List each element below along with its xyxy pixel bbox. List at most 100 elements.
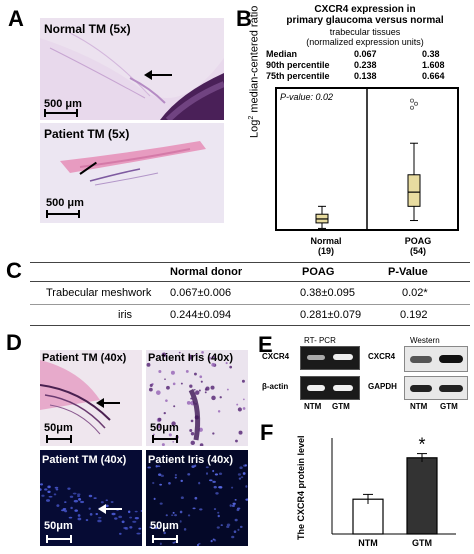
nucleus: [159, 542, 162, 546]
bar: [406, 457, 438, 535]
nucleus: [48, 485, 51, 489]
patient-tm-title: Patient TM (5x): [44, 127, 130, 141]
nucleus: [243, 464, 246, 467]
nucleus: [68, 516, 73, 519]
nucleus: [47, 490, 51, 494]
nucleus: [136, 532, 141, 535]
nucleus: [174, 476, 177, 479]
nucleus: [100, 501, 104, 504]
nucleus: [77, 493, 81, 496]
western-cxcr4-blot: [404, 346, 468, 372]
nucleus: [155, 465, 158, 468]
western-row-label: CXCR4: [368, 352, 396, 361]
nucleus: [213, 539, 217, 542]
nucleus: [185, 370, 189, 373]
nucleus: [67, 487, 71, 490]
nucleus: [198, 481, 201, 485]
nucleus: [204, 391, 207, 394]
patient-tm-40x-dapi: Patient TM (40x) 50μm: [40, 450, 142, 546]
table-cell: 0.281±0.079: [300, 309, 362, 321]
panel-b-label: B: [236, 6, 252, 31]
nucleus: [190, 432, 195, 436]
nucleus: [236, 403, 239, 406]
nucleus: [111, 512, 116, 516]
nucleus: [97, 519, 102, 523]
blot-band: [410, 356, 432, 363]
box-plot-subtitle: trabecular tissues (normalized expressio…: [262, 27, 468, 47]
nucleus: [172, 541, 176, 544]
nucleus: [213, 485, 217, 489]
nucleus: [178, 351, 181, 354]
nucleus: [192, 507, 196, 510]
nucleus: [40, 483, 44, 486]
nucleus: [217, 514, 220, 518]
nucleus: [157, 465, 161, 468]
scale-bar: [152, 435, 178, 443]
nucleus: [180, 479, 183, 482]
nucleus: [195, 390, 200, 395]
nucleus: [231, 504, 236, 507]
patient-tm-40x-he: Patient TM (40x) 50μm: [40, 350, 142, 446]
group-label: Normal (19): [310, 236, 342, 256]
nucleus: [218, 472, 223, 476]
micro-title: Patient Iris (40x): [148, 454, 233, 466]
pvalue-annotation: P-value: 0.02: [280, 92, 333, 102]
nucleus: [54, 486, 59, 489]
nucleus: [152, 481, 155, 485]
table-cell: 0.192: [400, 309, 428, 321]
nucleus: [240, 476, 244, 479]
nucleus: [211, 355, 215, 359]
western-gapdh-blot: [404, 376, 468, 400]
nucleus: [212, 480, 216, 483]
arrowhead-icon: [144, 70, 152, 80]
gel-band: [307, 385, 325, 391]
box-plot-title: CXCR4 expression in primary glaucoma ver…: [262, 4, 468, 26]
stats-label: Median: [266, 49, 298, 59]
nucleus: [236, 507, 241, 510]
nucleus: [158, 369, 162, 374]
nucleus: [198, 389, 201, 392]
nucleus: [77, 495, 81, 497]
nucleus: [70, 506, 73, 510]
scale-bar: [44, 109, 78, 117]
nucleus: [226, 523, 231, 527]
rtpcr-actin-gel: [300, 376, 360, 400]
title-line: primary glaucoma versus normal: [286, 15, 444, 26]
nucleus: [74, 509, 78, 512]
nucleus: [89, 512, 93, 516]
arrow-icon: [104, 508, 122, 510]
nucleus: [229, 365, 233, 369]
nucleus: [168, 481, 171, 485]
nucleus: [190, 397, 193, 400]
nucleus: [243, 398, 245, 401]
nucleus: [229, 504, 232, 507]
nucleus: [88, 507, 91, 510]
nucleus: [214, 473, 219, 476]
nucleus: [205, 386, 210, 391]
nucleus: [159, 483, 163, 486]
table-cell: 0.38±0.095: [300, 287, 355, 299]
box-outlier: [409, 98, 414, 103]
nucleus: [242, 472, 246, 475]
nucleus: [157, 417, 162, 422]
rtpcr-title: RT- PCR: [304, 336, 336, 345]
nucleus: [238, 477, 242, 480]
lane-label: NTM: [304, 402, 322, 411]
nucleus: [234, 498, 237, 501]
scale-bar: [152, 535, 178, 543]
nucleus: [95, 513, 99, 516]
nucleus: [148, 387, 153, 392]
bar-ylabel: The CXCR4 protein level: [296, 435, 306, 540]
vessel: [188, 388, 201, 441]
nucleus: [64, 509, 68, 513]
stats-poag: 0.38: [422, 49, 440, 59]
nucleus: [219, 396, 222, 399]
nucleus: [199, 508, 203, 511]
table-header: P-Value: [388, 266, 428, 278]
nucleus: [159, 502, 163, 505]
nucleus: [213, 508, 217, 510]
micro-title: Patient Iris (40x): [148, 352, 233, 364]
nucleus: [225, 362, 228, 365]
nucleus: [138, 527, 142, 530]
nucleus: [158, 473, 162, 476]
